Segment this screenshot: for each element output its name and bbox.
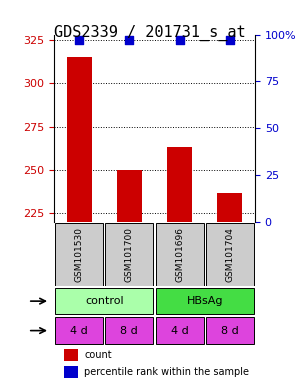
Bar: [167, 147, 192, 222]
Point: [77, 37, 82, 43]
Point: [127, 37, 132, 43]
FancyBboxPatch shape: [55, 317, 103, 344]
FancyBboxPatch shape: [155, 317, 204, 344]
Text: GSM101704: GSM101704: [225, 227, 234, 282]
Text: GDS2339 / 201731_s_at: GDS2339 / 201731_s_at: [54, 25, 246, 41]
Text: 4 d: 4 d: [70, 326, 88, 336]
Bar: [64, 366, 78, 378]
Text: GSM101530: GSM101530: [75, 227, 84, 282]
Text: GSM101700: GSM101700: [125, 227, 134, 282]
Text: 8 d: 8 d: [221, 326, 239, 336]
FancyBboxPatch shape: [105, 317, 154, 344]
Text: control: control: [85, 296, 124, 306]
Point: [177, 37, 182, 43]
FancyBboxPatch shape: [206, 223, 254, 286]
Text: 4 d: 4 d: [171, 326, 188, 336]
Text: percentile rank within the sample: percentile rank within the sample: [84, 367, 249, 377]
Bar: [67, 57, 92, 222]
FancyBboxPatch shape: [155, 288, 254, 314]
Text: 8 d: 8 d: [121, 326, 138, 336]
Point: [227, 37, 232, 43]
FancyBboxPatch shape: [55, 288, 154, 314]
Text: HBsAg: HBsAg: [187, 296, 223, 306]
FancyBboxPatch shape: [55, 223, 103, 286]
Text: GSM101696: GSM101696: [175, 227, 184, 282]
FancyBboxPatch shape: [105, 223, 154, 286]
FancyBboxPatch shape: [206, 317, 254, 344]
Text: count: count: [84, 350, 112, 360]
FancyBboxPatch shape: [155, 223, 204, 286]
Bar: [117, 170, 142, 222]
Bar: [64, 349, 78, 361]
Bar: [217, 192, 242, 222]
